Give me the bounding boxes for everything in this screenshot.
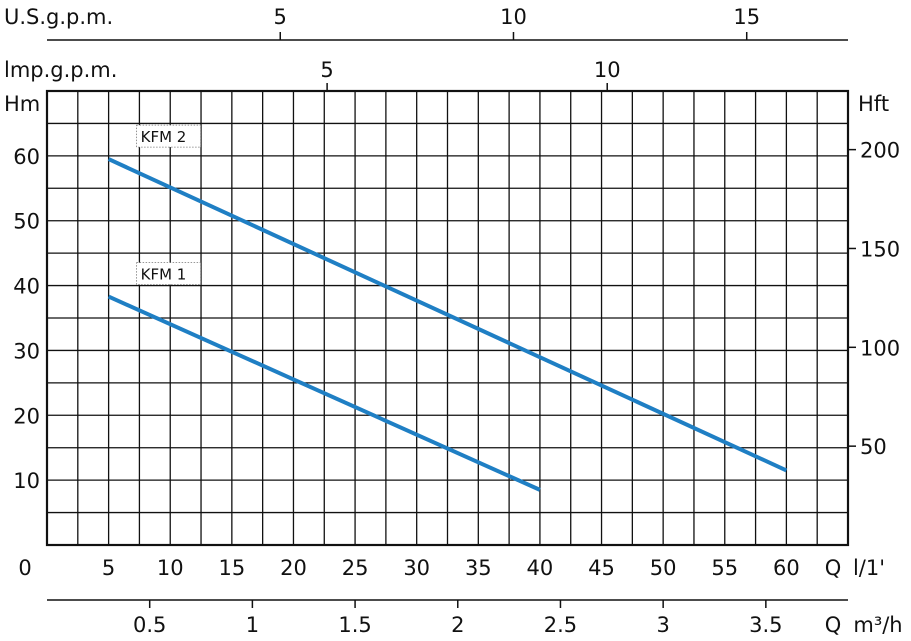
y-right-tick-label: 150 — [860, 237, 900, 261]
us-gpm-axis: U.S.g.p.m. 5 10 15 — [4, 5, 848, 41]
x-tick-label: 5 — [102, 556, 115, 580]
y-right-axis-ticks: 50 100 150 200 — [848, 139, 900, 459]
y-right-tick-label: 100 — [860, 336, 900, 360]
x-tick-label: 20 — [280, 556, 307, 580]
m3h-tick-label: 3 — [656, 613, 669, 637]
m3h-tick-label: 1 — [246, 613, 259, 637]
m3h-tick-label: 2.5 — [544, 613, 577, 637]
x-axis-unit-label: l/1' — [853, 556, 885, 580]
y-right-tick-label: 50 — [860, 435, 887, 459]
y-tick-label: 30 — [13, 339, 40, 363]
x-tick-label: 40 — [527, 556, 554, 580]
m3h-tick-label: 2 — [451, 613, 464, 637]
x-tick-label: 60 — [773, 556, 800, 580]
imp-gpm-tick-label: 5 — [320, 58, 333, 82]
m3h-tick-label: 0.5 — [133, 613, 166, 637]
y-right-tick-label: 200 — [860, 139, 900, 163]
m3h-tick-label: 1.5 — [338, 613, 371, 637]
m3h-axis-unit-label: m³/h — [853, 613, 902, 637]
x-tick-label: 45 — [588, 556, 615, 580]
m3h-axis-q-label: Q — [825, 613, 842, 637]
y-tick-label: 40 — [13, 275, 40, 299]
series-line-1 — [107, 157, 788, 473]
y-axis-title-hm: Hm — [4, 92, 40, 116]
series-label: KFM 1 — [141, 266, 187, 284]
chart-grid — [47, 91, 848, 545]
y-tick-label: 10 — [13, 469, 40, 493]
x-axis-q-label: Q — [825, 556, 842, 580]
chart-series: KFM 2 KFM 1 — [107, 124, 788, 492]
us-gpm-axis-title: U.S.g.p.m. — [4, 5, 113, 29]
x-tick-label: 50 — [650, 556, 677, 580]
y-right-axis-title-hft: Hft — [858, 92, 889, 116]
x-origin-label: 0 — [18, 556, 31, 580]
m3h-tick-label: 3.5 — [749, 613, 782, 637]
x-axis-lpm: 0 Q l/1' 5 10 15 20 25 30 35 40 45 50 55 60 — [18, 556, 885, 580]
y-tick-label: 50 — [13, 210, 40, 234]
us-gpm-tick-label: 5 — [274, 5, 287, 29]
x-tick-label: 55 — [711, 556, 738, 580]
imp-gpm-axis: lmp.g.p.m. 5 10 — [4, 58, 621, 91]
imp-gpm-axis-title: lmp.g.p.m. — [4, 58, 117, 82]
series-label: KFM 2 — [141, 128, 187, 146]
series-line-2 — [107, 294, 541, 492]
y-tick-label: 60 — [13, 145, 40, 169]
y-axis-ticks: 10 20 30 40 50 60 — [13, 145, 40, 493]
x-tick-label: 10 — [157, 556, 184, 580]
m3h-axis: Q m³/h 0.5 1 1.5 2 2.5 3 3.5 — [47, 599, 903, 637]
x-tick-label: 35 — [465, 556, 492, 580]
x-tick-label: 25 — [342, 556, 369, 580]
us-gpm-tick-label: 10 — [500, 5, 527, 29]
series-label-box — [136, 124, 202, 148]
imp-gpm-tick-label: 10 — [594, 58, 621, 82]
series-label-box — [136, 262, 202, 285]
plot-frame — [45, 89, 850, 547]
x-tick-label: 30 — [403, 556, 430, 580]
us-gpm-tick-label: 15 — [733, 5, 760, 29]
x-tick-label: 15 — [218, 556, 245, 580]
y-tick-label: 20 — [13, 404, 40, 428]
